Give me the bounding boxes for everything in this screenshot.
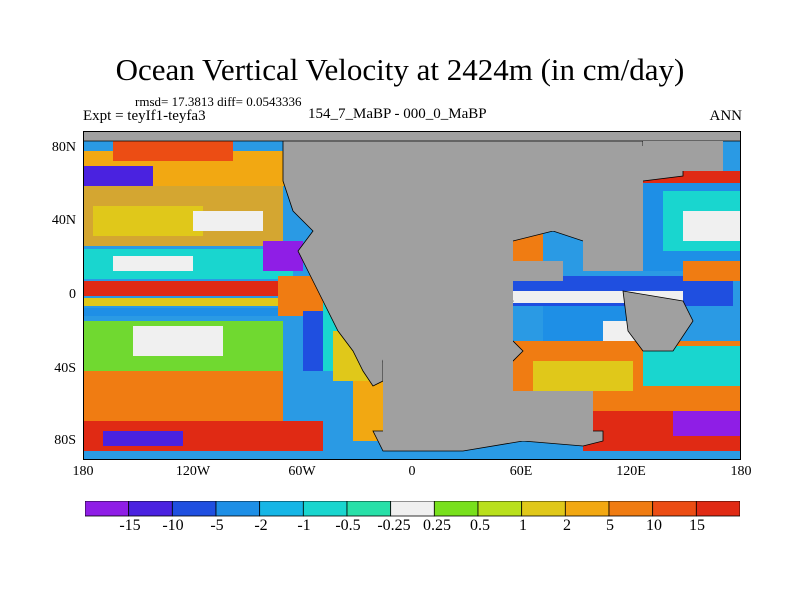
colorbar-label: -0.25: [377, 517, 411, 534]
colorbar-label: -1: [297, 517, 311, 534]
lon-label-180e: 180: [730, 464, 752, 479]
colorbar-label: 5: [606, 517, 614, 534]
colorbar-segment: [259, 501, 304, 517]
lon-label-120e: 120E: [616, 464, 646, 479]
colorbar-segment: [652, 501, 697, 517]
colorbar-segment: [215, 501, 261, 517]
map-plot: [83, 131, 741, 460]
colorbar-label: -15: [119, 517, 141, 534]
lon-label-0: 0: [408, 464, 416, 479]
colorbar-segment: [433, 501, 479, 517]
lat-label-80s: 80S: [54, 433, 76, 448]
season-label: ANN: [709, 108, 743, 124]
colorbar-label: 2: [563, 517, 571, 534]
colorbar-label: -5: [210, 517, 224, 534]
colorbar-segment: [85, 501, 130, 517]
colorbar: [85, 501, 740, 517]
colorbar-label: 10: [646, 517, 662, 534]
map-title: Ocean Vertical Velocity at 2424m (in cm/…: [115, 52, 685, 87]
lat-label-40s: 40S: [54, 361, 76, 376]
colorbar-segment: [302, 501, 348, 517]
colorbar-label: -2: [254, 517, 268, 534]
stats-text: rmsd= 17.3813 diff= 0.0543336: [135, 94, 302, 109]
colorbar-segment: [521, 501, 566, 517]
colorbar-segment: [608, 501, 654, 517]
lat-label-0: 0: [69, 287, 76, 302]
period-label: 154_7_MaBP - 000_0_MaBP: [308, 106, 487, 122]
lon-label-180w: 180: [72, 464, 94, 479]
lon-label-60e: 60E: [509, 464, 533, 479]
colorbar-label: 0.5: [470, 517, 490, 534]
colorbar-label: -0.5: [335, 517, 361, 534]
colorbar-segment: [695, 501, 740, 517]
map-frame: [83, 131, 741, 460]
colorbar-segment: [346, 501, 392, 517]
colorbar-segment: [128, 501, 173, 517]
lat-label-80n: 80N: [51, 140, 76, 155]
velocity-field: [83, 141, 741, 451]
colorbar-label: 15: [689, 517, 705, 534]
colorbar-label: 0.25: [423, 517, 451, 534]
experiment-label: Expt = teyIf1-teyfa3: [83, 108, 206, 124]
colorbar-segment: [477, 501, 523, 517]
lat-label-40n: 40N: [51, 213, 76, 228]
colorbar-segment: [564, 501, 610, 517]
lon-label-120w: 120W: [175, 464, 211, 479]
lon-label-60w: 60W: [288, 464, 316, 479]
colorbar-label: -10: [162, 517, 184, 534]
colorbar-segment: [390, 501, 435, 517]
colorbar-label: 1: [519, 517, 527, 534]
colorbar-segment: [171, 501, 217, 517]
